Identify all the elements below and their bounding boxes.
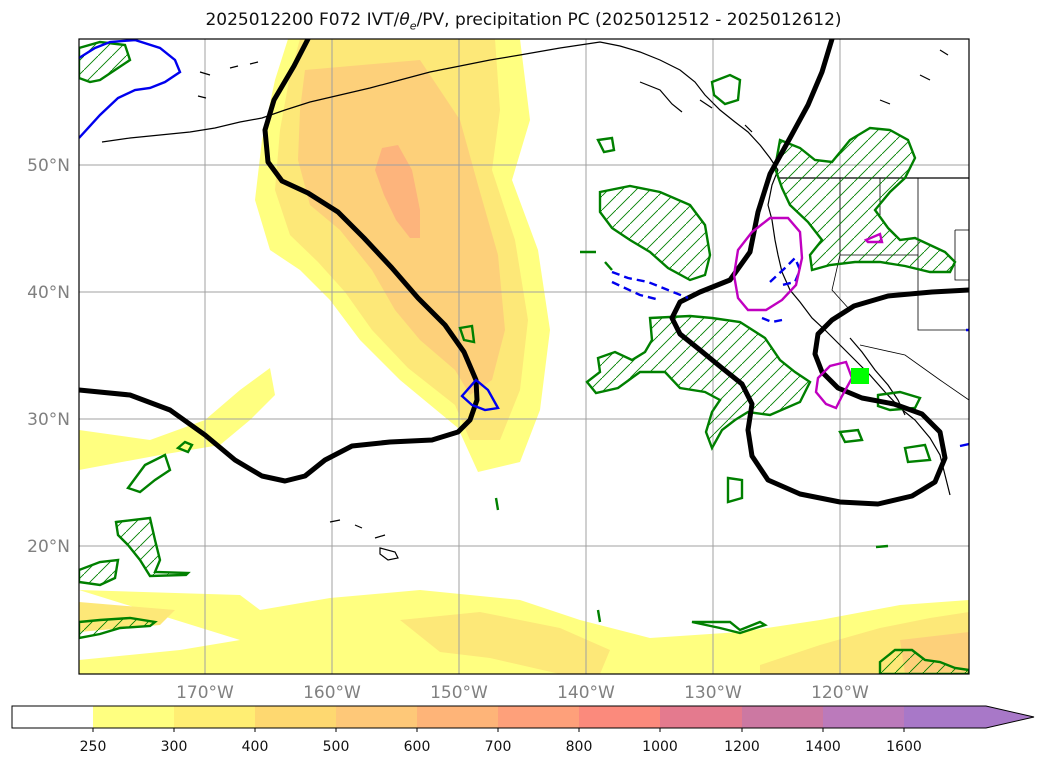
colorbar-tick-400: 400 [242,739,269,755]
magenta-contour-small [863,232,884,244]
colorbar-tick-800: 800 [566,739,593,755]
precip-region-t [494,497,602,623]
lat-label-30n: 30°N [27,410,70,430]
pv-contour-northwest [79,39,182,139]
precip-region-q [691,620,768,635]
precip-region-l [710,73,742,106]
colorbar-segment-300 [174,706,255,728]
map-title: 2025012200 F072 IVT/θe/PV, precipitation… [205,10,842,33]
precip-region-c [773,126,957,274]
precip-region-n [838,428,864,444]
colorbar: 250 300 400 500 600 700 800 1000 1200 14… [11,705,1035,755]
ivt-band-300-south2 [400,612,610,674]
lat-label-50n: 50°N [27,156,70,176]
map-frame [78,38,970,675]
lat-label-20n: 20°N [27,537,70,557]
precip-region-s [580,250,889,549]
theta-contour-east [669,39,969,507]
lon-label-160w: 160°W [303,683,361,703]
colorbar-segment-400 [255,706,336,728]
pv-contour-mid [460,378,500,412]
ivt-band-400-main [298,60,505,395]
colorbar-segment-1400 [823,706,904,728]
pv-contour-dashed-west [611,270,689,302]
colorbar-segment-250 [93,706,174,728]
magenta-contour-north [732,216,804,312]
precip-region-k [596,136,616,154]
colorbar-tick-1200: 1200 [724,739,760,755]
magenta-contours [732,216,884,410]
precip-region-r [876,390,922,412]
colorbar-segment-600 [417,706,498,728]
theta-contours [79,39,969,507]
colorbar-outline [11,705,1035,729]
pv-contour-dashed-east [761,255,802,324]
colorbar-extend-arrow [986,706,1034,728]
coast-alaska [101,41,779,171]
precip-region-b [585,314,812,451]
colorbar-segment-1000 [660,706,742,728]
lat-labels: 50°N 40°N 30°N 20°N [27,156,70,557]
lon-label-150w: 150°W [430,683,488,703]
precip-region-f [878,648,969,674]
colorbar-tick-1600: 1600 [886,739,922,755]
colorbar-segment-1600 [904,706,986,728]
colorbar-segment-700 [498,706,579,728]
border-mexico [859,344,969,401]
colorbar-tick-1400: 1400 [805,739,841,755]
green-marker [851,368,869,384]
colorbar-tick-700: 700 [485,739,512,755]
precip-region-a [598,184,712,282]
colorbar-segment-1200 [742,706,823,728]
gridlines [79,39,969,674]
ivt-band-500-core [375,145,420,238]
precip-region-g [79,558,120,587]
magenta-contour-south [814,360,854,410]
coastlines [101,41,969,561]
colorbar-tick-250: 250 [80,739,107,755]
precip-region-p [726,476,744,504]
ivt-shading [79,39,969,674]
colorbar-tick-300: 300 [161,739,188,755]
precip-region-m [458,324,476,344]
precip-region-d [114,516,191,578]
theta-contour-west [79,39,480,484]
precip-region-o [903,443,932,464]
precip-contours [79,40,969,674]
colorbar-tick-marks [92,728,905,732]
colorbar-below-min [12,706,93,728]
lat-label-40n: 40°N [27,283,70,303]
precip-region-i [126,453,172,494]
lon-label-130w: 130°W [684,683,742,703]
colorbar-tick-500: 500 [323,739,350,755]
precip-region-j [175,440,194,454]
precip-region-e [79,616,158,640]
coast-baja [849,337,906,416]
lon-label-120w: 120°W [811,683,869,703]
map-content [79,39,969,674]
colorbar-segment-800 [579,706,660,728]
colorbar-tick-600: 600 [404,739,431,755]
lon-labels: 170°W 160°W 150°W 140°W 130°W 120°W [176,683,869,703]
colorbar-segment-500 [336,706,417,728]
lon-label-170w: 170°W [176,683,234,703]
colorbar-tick-1000: 1000 [642,739,678,755]
ivt-band-250-west [79,368,275,470]
coast-islands-bc [639,49,949,133]
coast-hawaii [329,519,399,561]
lon-label-140w: 140°W [557,683,615,703]
coast-aleutians [197,61,259,99]
